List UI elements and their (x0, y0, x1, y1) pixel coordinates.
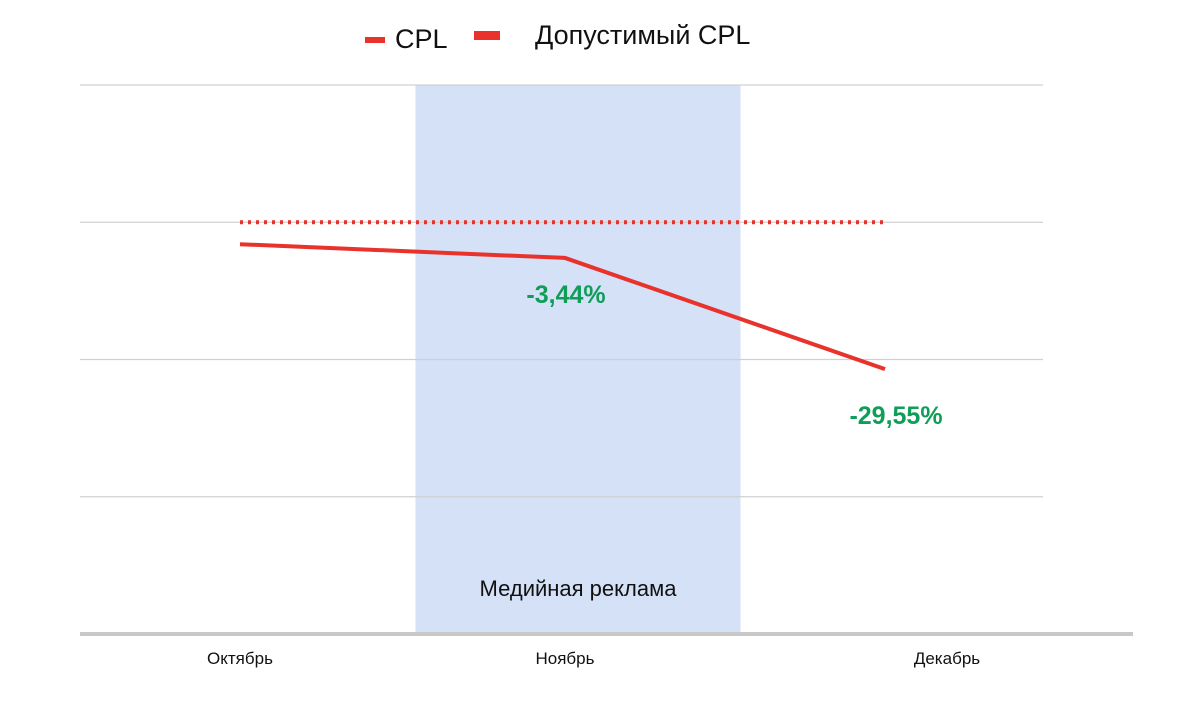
x-tick-label-3: Декабрь (914, 649, 980, 668)
highlight-band-label: Медийная реклама (480, 576, 678, 601)
legend-swatch-cpl (365, 36, 385, 43)
legend-swatch-allowed-cpl (474, 31, 500, 40)
annotation-label-2: -29,55% (849, 402, 942, 430)
legend-label-cpl: CPL (395, 24, 448, 54)
legend-label-allowed-cpl: Допустимый CPL (535, 20, 751, 50)
annotation-label-1: -3,44% (526, 281, 605, 309)
x-tick-label-2: Ноябрь (536, 649, 595, 668)
x-tick-label-1: Октябрь (207, 649, 273, 668)
legend-item-cpl: CPL (365, 24, 448, 55)
legend-item-allowed-cpl: Допустимый CPL (474, 20, 750, 51)
chart-legend: CPL Допустимый CPL (0, 20, 1200, 60)
